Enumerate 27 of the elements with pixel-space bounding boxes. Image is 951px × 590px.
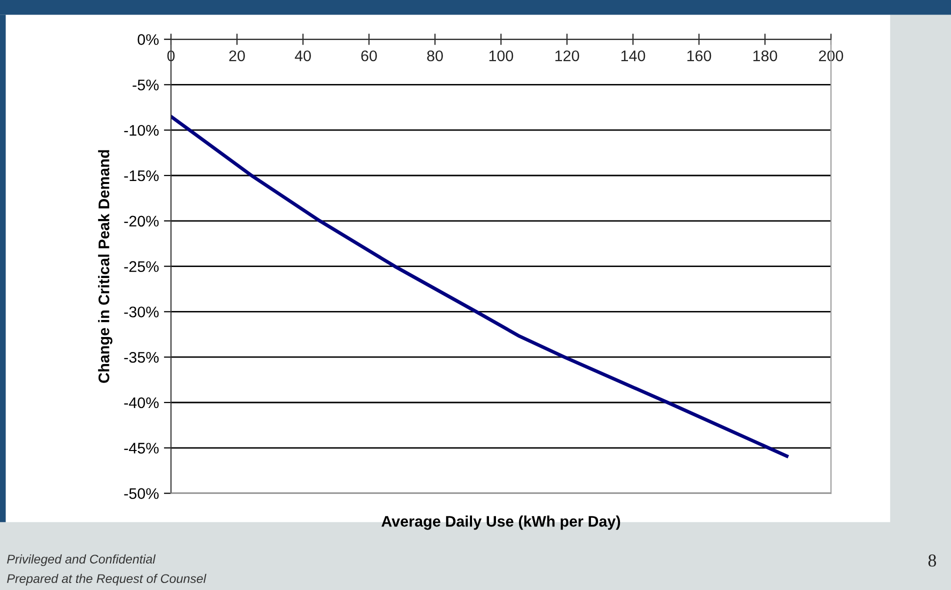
text: 8 <box>928 554 936 567</box>
y-axis-title: Change in Critical Peak Demand <box>98 150 112 383</box>
x-tick-label: 140 <box>621 50 646 62</box>
y-tick-label: -10% <box>124 124 159 136</box>
x-tick-label: 20 <box>229 50 245 62</box>
y-tick-label: -30% <box>124 306 159 318</box>
y-tick-label: -45% <box>124 442 159 454</box>
x-tick-label: 100 <box>489 50 514 62</box>
x-tick-label: 160 <box>687 50 712 62</box>
text: Privileged and Confidential <box>7 554 156 566</box>
x-tick-label: 60 <box>361 50 377 62</box>
text: Prepared at the Request of Counsel <box>7 574 206 586</box>
y-tick-label: -35% <box>124 352 159 363</box>
x-tick-label: 200 <box>819 50 844 62</box>
y-tick-label: -5% <box>132 80 159 90</box>
y-tick-label: -40% <box>124 397 159 408</box>
y-tick-label: -20% <box>124 216 159 227</box>
line-series <box>170 114 788 458</box>
y-tick-label: -25% <box>124 261 159 272</box>
y-tick-label: -50% <box>124 488 159 499</box>
x-tick-label: 120 <box>555 50 580 62</box>
y-tick-label: -15% <box>124 170 159 182</box>
x-tick-label: 40 <box>294 50 311 62</box>
x-tick-label: 180 <box>753 50 778 62</box>
x-axis-title: Average Daily Use (kWh per Day) <box>382 516 620 530</box>
x-tick-label: 80 <box>427 50 443 62</box>
y-tick-label: 0% <box>138 34 159 45</box>
